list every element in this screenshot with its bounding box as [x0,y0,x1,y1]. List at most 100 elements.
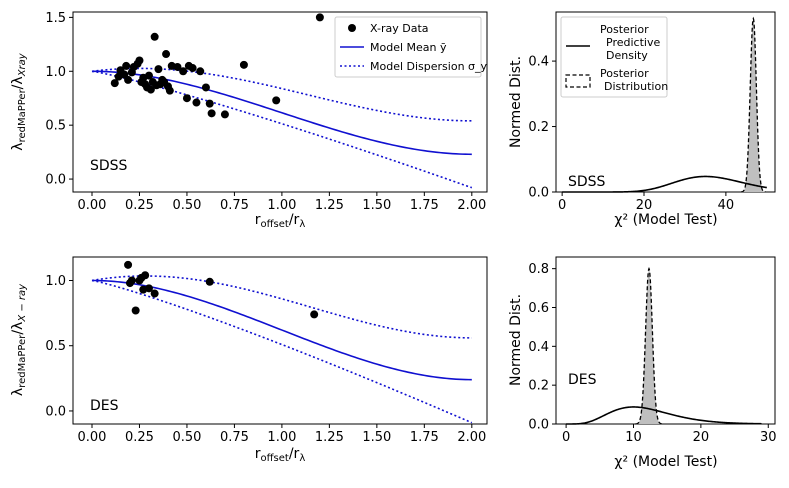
sdss_chi2-xtick-label: 0 [558,198,566,213]
data-point [182,94,191,103]
sdss-ratio-xlabel: roffset/rλ [255,212,306,230]
sdss_chi2-xtick-label: 20 [636,198,653,213]
sdss-ratio-ylabel: λredMaPPer/λXray [10,52,28,151]
legend-predictive-line2: Predictive [606,36,660,49]
data-point [162,50,171,59]
des-ratio-ylabel: λredMaPPer/λX − ray [10,283,28,396]
sdss_ratio-ytick-label: 0.0 [45,173,66,188]
sdss_ratio-xtick-label: 1.00 [267,198,296,213]
data-point [150,32,159,41]
des-chi2-xticks: 0 10 20 30 [562,424,777,445]
data-point [110,79,119,88]
legend-xray-label: X-ray Data [370,22,429,35]
sdss_ratio-xtick-label: 2.00 [457,198,486,213]
data-point [201,83,210,92]
legend-mean-label: Model Mean ȳ [370,41,447,54]
sdss_ratio-xtick-label: 1.75 [410,198,439,213]
sdss_chi2-ytick-label: 0.4 [528,55,549,70]
legend-dispersion-label: Model Dispersion σ_y [370,60,488,73]
legend-xray-marker [348,24,356,32]
des_chi2-ytick-label: 0.0 [528,418,549,433]
des_ratio-xtick-label: 1.75 [410,430,439,445]
sdss-ratio-frame [72,11,488,193]
data-point [150,289,159,298]
sdss_ratio-xtick-label: 0.00 [78,198,107,213]
sdss-chi2-panel: 0 20 40 0.0 0.2 0.4 SDSS χ² (Model Test) Nor… [508,11,776,228]
des-ratio-frame [72,256,488,425]
des_ratio-ytick-label: 0.0 [45,404,66,419]
des-chi2-yticks: 0.0 0.2 0.4 0.6 0.8 [528,262,556,433]
des-predictive-line [566,406,762,425]
sdss-ratio-yticks: 0.0 0.5 1.0 1.5 [45,11,73,188]
sdss-mean-line [91,70,472,156]
data-point [144,71,153,80]
des-chi2-xlabel: χ² (Model Test) [614,454,717,470]
des-ratio-points [124,260,319,319]
des-posterior-line [635,267,663,425]
legend-posterior-swatch [565,74,591,88]
sdss_ratio-ytick-label: 0.5 [45,119,66,134]
des_chi2-xtick-label: 20 [693,430,710,445]
data-point [192,98,201,107]
sdss-ratio-legend: X-ray Data Model Mean ȳ Model Dispersion… [334,16,488,78]
data-point [124,75,133,84]
sdss_ratio-xtick-label: 0.75 [220,198,249,213]
data-point [315,13,324,22]
sdss_ratio-xtick-label: 1.50 [362,198,391,213]
data-point [205,99,214,108]
sdss-ratio-xticks: 0.00 0.25 0.50 0.75 1.00 1.25 1.50 1.75 2.00 [78,192,486,213]
des-ratio-panel: 0.00 0.25 0.50 0.75 1.00 1.25 1.50 1.75 2.00 0.0… [10,256,488,464]
des-posterior-fill [635,268,663,424]
des-ratio-xticks: 0.00 0.25 0.50 0.75 1.00 1.25 1.50 1.75 2.00 [78,424,486,445]
legend-predictive-line1: Posterior [600,23,649,36]
sdss_ratio-xtick-label: 0.25 [125,198,154,213]
des_chi2-ytick-label: 0.8 [528,262,549,277]
data-point [135,56,144,65]
des_chi2-xtick-label: 0 [562,430,570,445]
des_chi2-ytick-label: 0.6 [528,301,549,316]
des-dispersion-upper-line [91,275,472,339]
sdss-chi2-survey-label: SDSS [568,174,606,190]
sdss-ratio-panel: 0.00 0.25 0.50 0.75 1.00 1.25 1.50 1.75 2.00 0.0… [10,11,488,230]
data-point [154,65,163,74]
sdss-ratio-points [110,13,324,119]
sdss-posterior-fill [741,18,766,192]
data-point [165,86,174,95]
data-point [122,61,131,70]
des-mean-line [91,279,472,381]
sdss-chi2-ylabel: Normed Dist. [508,56,524,148]
sdss-chi2-xticks: 0 20 40 [558,192,734,213]
data-point [141,271,150,280]
data-point [272,96,281,105]
data-point [131,306,140,315]
data-point [207,109,216,118]
data-point [205,277,214,286]
des_ratio-xtick-label: 0.25 [125,430,154,445]
des_ratio-xtick-label: 0.00 [78,430,107,445]
data-point [127,276,136,285]
des-dispersion-lower-line [91,279,473,424]
data-point [179,67,188,76]
sdss-chi2-legend: Posterior Predictive Density Posterior D… [560,16,668,98]
des_ratio-xtick-label: 0.50 [172,430,201,445]
des_ratio-xtick-label: 1.25 [315,430,344,445]
des-chi2-ylabel: Normed Dist. [508,294,524,386]
des_ratio-ytick-label: 0.5 [45,339,66,354]
des_chi2-xtick-label: 10 [625,430,642,445]
data-point [220,110,229,119]
des-ratio-xlabel: roffset/rλ [255,446,306,464]
sdss_chi2-ytick-label: 0.2 [528,120,549,135]
des_ratio-ytick-label: 1.0 [45,274,66,289]
sdss-chi2-yticks: 0.0 0.2 0.4 [528,55,556,201]
sdss-predictive-line [562,175,767,193]
data-point [310,310,319,319]
sdss-survey-label: SDSS [90,158,128,174]
data-point [196,67,205,76]
data-point [146,85,155,94]
des_ratio-xtick-label: 1.00 [267,430,296,445]
des_chi2-ytick-label: 0.2 [528,379,549,394]
legend-posterior-line1: Posterior [600,67,649,80]
des_ratio-xtick-label: 1.50 [362,430,391,445]
data-point [188,64,197,73]
